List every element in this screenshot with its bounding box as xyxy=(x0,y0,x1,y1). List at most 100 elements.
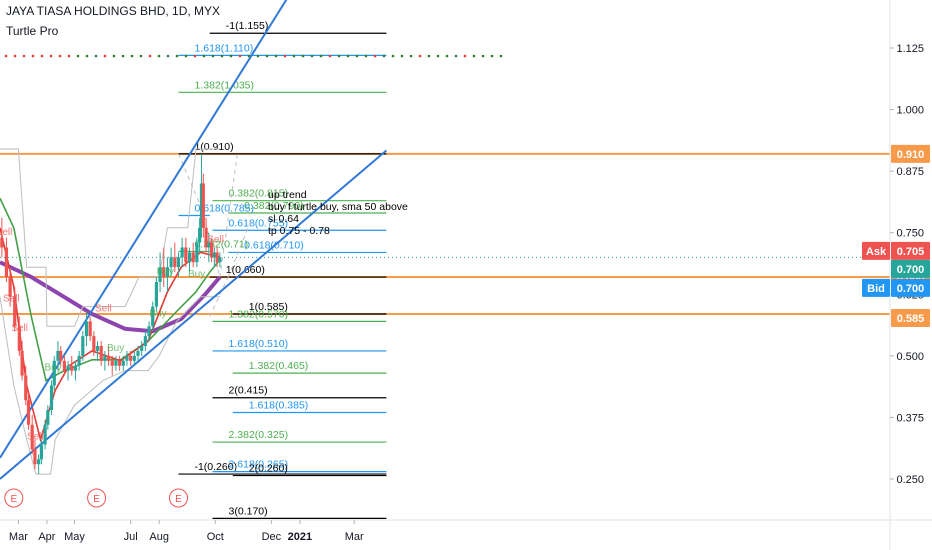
candle xyxy=(218,252,222,268)
fib-guide-line xyxy=(227,217,253,278)
y-tick-label: 0.875 xyxy=(896,166,924,178)
candle-body xyxy=(195,242,199,263)
signal-dot xyxy=(193,54,197,58)
sell-signal: Sell xyxy=(207,235,224,246)
candle xyxy=(39,439,43,465)
candle xyxy=(162,247,166,287)
candle-body xyxy=(17,326,21,351)
note-line: tp 0.75 - 0.78 xyxy=(268,225,330,237)
signal-dot xyxy=(211,54,215,58)
price-badge-585-bg xyxy=(891,308,930,327)
candle-body xyxy=(165,267,170,278)
candle-body xyxy=(218,257,222,263)
candle-body xyxy=(73,365,78,371)
candle-body xyxy=(212,252,216,258)
earnings-circle xyxy=(4,488,24,508)
candle xyxy=(215,247,219,268)
candle-body xyxy=(13,296,17,327)
y-tick-label: 0.500 xyxy=(896,351,924,363)
candle xyxy=(169,247,173,278)
signal-dot xyxy=(391,54,395,58)
signal-dot xyxy=(85,54,89,58)
fib-level-label: 1(0.910) xyxy=(194,141,233,153)
sell-signal: Sell xyxy=(11,323,28,334)
bid-price-badge: 0.700 xyxy=(891,278,930,297)
candle xyxy=(73,360,78,381)
candle-body xyxy=(162,267,166,278)
bid-label-badge-bg xyxy=(862,278,890,297)
signal-dot xyxy=(436,54,440,58)
candle-body xyxy=(204,227,208,248)
fib-level-label: 0.618(0.785) xyxy=(194,202,254,214)
candle xyxy=(62,355,66,376)
candle xyxy=(66,360,70,381)
signal-dot xyxy=(139,54,143,58)
fib-guide-line xyxy=(178,153,202,209)
symbol-title: JAYA TIASA HOLDINGS BHD, 1D, MYX xyxy=(6,4,221,18)
signal-dot xyxy=(31,54,35,58)
earnings-marker: E xyxy=(4,488,24,508)
candle xyxy=(176,252,181,278)
signal-dot xyxy=(238,54,242,58)
candle xyxy=(184,237,188,268)
sell-signal: Sell xyxy=(27,432,44,443)
candle-body xyxy=(24,375,28,401)
x-tick-label: Apr xyxy=(38,531,55,543)
candle xyxy=(212,247,216,268)
candle-body xyxy=(99,346,103,361)
buy-signal: Buy xyxy=(107,343,124,354)
candle xyxy=(195,237,199,268)
candle xyxy=(106,346,111,366)
signal-dot xyxy=(220,54,224,58)
x-tick-label: May xyxy=(64,531,85,543)
candle-body xyxy=(118,360,122,366)
y-tick-label: 0.250 xyxy=(896,474,924,486)
candle xyxy=(118,355,122,371)
candle-body xyxy=(173,257,177,268)
candle-body xyxy=(37,459,41,465)
candle xyxy=(173,242,177,273)
signal-dot xyxy=(175,54,179,58)
signal-dot xyxy=(67,54,71,58)
candle xyxy=(114,355,118,371)
candle-body xyxy=(30,424,34,450)
candle-body xyxy=(81,336,85,356)
note-line: sl 0.64 xyxy=(268,213,299,225)
candle-body xyxy=(110,360,114,366)
last-price-badge-bg xyxy=(891,259,930,278)
candle-body xyxy=(106,355,111,361)
candle-body xyxy=(46,410,50,425)
sell-signal: Sell xyxy=(0,227,12,238)
signal-dot xyxy=(103,54,107,58)
candle xyxy=(92,331,96,356)
indicator-line xyxy=(0,296,220,475)
y-tick-label: 0.750 xyxy=(896,228,924,240)
fib-level-label: 2(0.260) xyxy=(249,463,288,475)
trade-note: up trend buy f turtle buy, sma 50 above … xyxy=(268,189,408,237)
indicator-line xyxy=(0,260,222,334)
candle xyxy=(136,346,140,361)
candle xyxy=(201,173,205,238)
signal-dot xyxy=(382,54,386,58)
signal-dot xyxy=(130,54,134,58)
candle xyxy=(95,341,100,361)
candle-body xyxy=(207,242,211,248)
sell-signal: Sell xyxy=(95,304,112,315)
signal-dot xyxy=(202,54,206,58)
trendline xyxy=(0,0,288,459)
signal-dot xyxy=(121,54,125,58)
signal-dot xyxy=(328,54,332,58)
signal-dot xyxy=(418,54,422,58)
candle xyxy=(49,380,54,415)
candle-body xyxy=(39,444,43,460)
candle xyxy=(165,257,170,292)
candle-body xyxy=(4,247,9,278)
candle xyxy=(56,341,60,371)
candle xyxy=(125,350,129,366)
candle-body xyxy=(26,400,31,425)
candle-body xyxy=(77,355,81,366)
earnings-marker: E xyxy=(87,488,107,508)
fib-level-label: 1(0.585) xyxy=(249,301,288,313)
